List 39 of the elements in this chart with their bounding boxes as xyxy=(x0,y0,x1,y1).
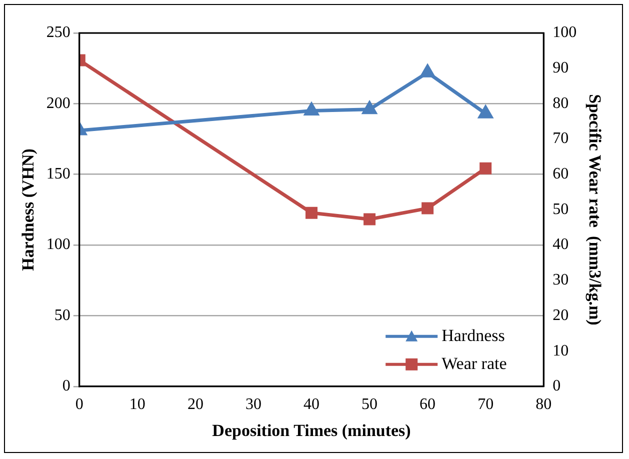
legend-label: Wear rate xyxy=(442,354,507,373)
point xyxy=(478,106,493,118)
x-tick-label: 80 xyxy=(536,396,552,414)
y-tick-label: 200 xyxy=(46,94,70,112)
y2-tick-label: 80 xyxy=(552,94,569,112)
y2-tick-label: 60 xyxy=(552,166,569,183)
x-tick-label: 60 xyxy=(420,396,436,414)
x-tick-label: 30 xyxy=(245,396,262,414)
y-tick-label: 100 xyxy=(46,236,70,254)
point xyxy=(420,64,434,78)
y2-tick-label: 90 xyxy=(552,60,569,77)
point xyxy=(364,213,376,226)
x-tick-label: 10 xyxy=(129,396,146,414)
point xyxy=(422,202,434,214)
point xyxy=(306,206,318,219)
x-axis-title: Deposition Times (minutes) xyxy=(212,421,411,440)
point xyxy=(480,162,492,174)
y2-tick-label: 0 xyxy=(552,378,561,395)
y2-tick-label: 70 xyxy=(552,130,569,148)
y-tick-label: 0 xyxy=(62,378,70,395)
y2-tick-label: 10 xyxy=(552,342,569,360)
x-tick-label: 70 xyxy=(478,396,494,414)
x-tick-label: 0 xyxy=(75,396,84,414)
y2-tick-label: 100 xyxy=(552,24,577,42)
x-tick-label: 20 xyxy=(187,396,204,414)
y2-tick-label: 20 xyxy=(552,306,569,324)
y2-tick-label: 50 xyxy=(552,200,569,218)
y2-tick-label: 30 xyxy=(552,272,569,289)
y2-axis-title: Specific Wear rate (mm3/kg.m) xyxy=(585,94,604,326)
x-tick-label: 40 xyxy=(304,396,320,414)
y-axis-title: Hardness (VHN) xyxy=(18,148,38,271)
legend-label: Hardness xyxy=(442,326,505,345)
point xyxy=(304,103,318,116)
x-tick-label: 50 xyxy=(362,396,378,414)
y-tick-label: 250 xyxy=(46,24,70,42)
y-tick-label: 150 xyxy=(46,166,70,183)
y-tick-label: 50 xyxy=(54,306,70,324)
point xyxy=(362,102,376,114)
y2-tick-label: 40 xyxy=(552,236,569,254)
